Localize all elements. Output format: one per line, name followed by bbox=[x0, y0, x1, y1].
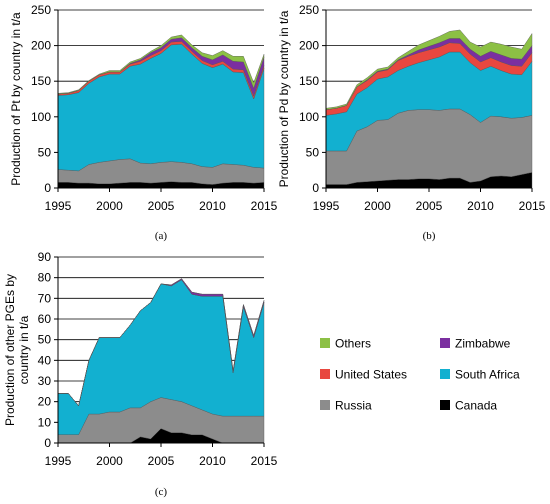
y-tick-label: 50 bbox=[38, 145, 52, 159]
legend-item-russia: Russia bbox=[320, 399, 372, 413]
legend-item-south-africa: South Africa bbox=[440, 368, 520, 382]
legend-label: Canada bbox=[455, 399, 497, 413]
legend-item-zimbabwe: Zimbabwe bbox=[440, 337, 511, 351]
x-tick-label: 2015 bbox=[251, 454, 278, 468]
y-tick-label: 0 bbox=[44, 181, 51, 195]
x-tick-label: 2005 bbox=[148, 454, 175, 468]
y-tick-label: 0 bbox=[312, 181, 319, 195]
y-tick-label: 60 bbox=[38, 312, 52, 326]
y-tick-label: 50 bbox=[306, 145, 320, 159]
y-axis-title: Production of other PGEs bycountry in t/… bbox=[3, 274, 31, 426]
y-tick-label: 100 bbox=[31, 110, 51, 124]
panel-label: (c) bbox=[155, 486, 168, 498]
x-tick-label: 2000 bbox=[96, 199, 123, 213]
legend-item-united-states: United States bbox=[320, 368, 407, 382]
y-tick-label: 90 bbox=[38, 250, 52, 264]
legend-label: Russia bbox=[335, 399, 372, 413]
y-axis-title: Production of Pd by country in t/a bbox=[277, 10, 291, 187]
chart-legend: Others Zimbabwe United States South Africa R… bbox=[320, 337, 520, 413]
legend-swatch bbox=[320, 400, 330, 410]
y-tick-label: 40 bbox=[38, 353, 52, 367]
chart-pt-production: 0 50 100 150 200 250 1995 2000 2005 2010 2015 Produ… bbox=[9, 3, 278, 242]
y-tick-label: 250 bbox=[31, 3, 51, 17]
x-tick-label: 1995 bbox=[45, 199, 72, 213]
legend-swatch bbox=[440, 369, 450, 379]
x-tick-label: 2005 bbox=[416, 199, 443, 213]
y-tick-label: 10 bbox=[38, 415, 52, 429]
legend-label: Others bbox=[335, 337, 371, 351]
x-tick-label: 1995 bbox=[45, 454, 72, 468]
x-tick-label: 2000 bbox=[96, 454, 123, 468]
x-tick-label: 2010 bbox=[199, 199, 226, 213]
y-tick-label: 0 bbox=[44, 436, 51, 450]
y-tick-label: 150 bbox=[299, 74, 319, 88]
legend-item-canada: Canada bbox=[440, 399, 497, 413]
y-tick-label: 50 bbox=[38, 333, 52, 347]
legend-swatch bbox=[440, 338, 450, 348]
x-tick-label: 1995 bbox=[313, 199, 340, 213]
legend-swatch bbox=[320, 338, 330, 348]
chart-pd-production: 0 50 100 150 200 250 1995 2000 2005 2010 2015 Produ… bbox=[277, 3, 546, 242]
x-tick-label: 2010 bbox=[467, 199, 494, 213]
y-axis-title: Production of Pt by country in t/a bbox=[9, 12, 23, 186]
chart-other-pges-production: 0 10 20 30 40 50 60 70 80 90 1995 2000 2005 2010 2015 P… bbox=[3, 250, 278, 498]
y-tick-label: 30 bbox=[38, 374, 52, 388]
y-tick-label: 200 bbox=[31, 39, 51, 53]
x-tick-label: 2010 bbox=[199, 454, 226, 468]
legend-swatch bbox=[440, 400, 450, 410]
y-tick-label: 20 bbox=[38, 395, 52, 409]
x-tick-label: 2005 bbox=[148, 199, 175, 213]
y-tick-label: 200 bbox=[299, 39, 319, 53]
y-tick-label: 150 bbox=[31, 74, 51, 88]
y-tick-label: 100 bbox=[299, 110, 319, 124]
x-tick-label: 2000 bbox=[364, 199, 391, 213]
y-tick-label: 70 bbox=[38, 291, 52, 305]
y-tick-label: 80 bbox=[38, 271, 52, 285]
area-series-others bbox=[325, 29, 533, 110]
panel-label: (a) bbox=[155, 230, 168, 242]
legend-item-others: Others bbox=[320, 337, 371, 351]
area-series-others bbox=[57, 34, 265, 95]
legend-swatch bbox=[320, 369, 330, 379]
y-tick-label: 250 bbox=[299, 3, 319, 17]
x-tick-label: 2015 bbox=[251, 199, 278, 213]
area-series-others bbox=[58, 278, 265, 407]
legend-label: United States bbox=[335, 368, 407, 382]
x-tick-label: 2015 bbox=[519, 199, 546, 213]
panel-label: (b) bbox=[423, 230, 436, 242]
legend-label: South Africa bbox=[455, 368, 520, 382]
legend-label: Zimbabwe bbox=[455, 337, 511, 351]
